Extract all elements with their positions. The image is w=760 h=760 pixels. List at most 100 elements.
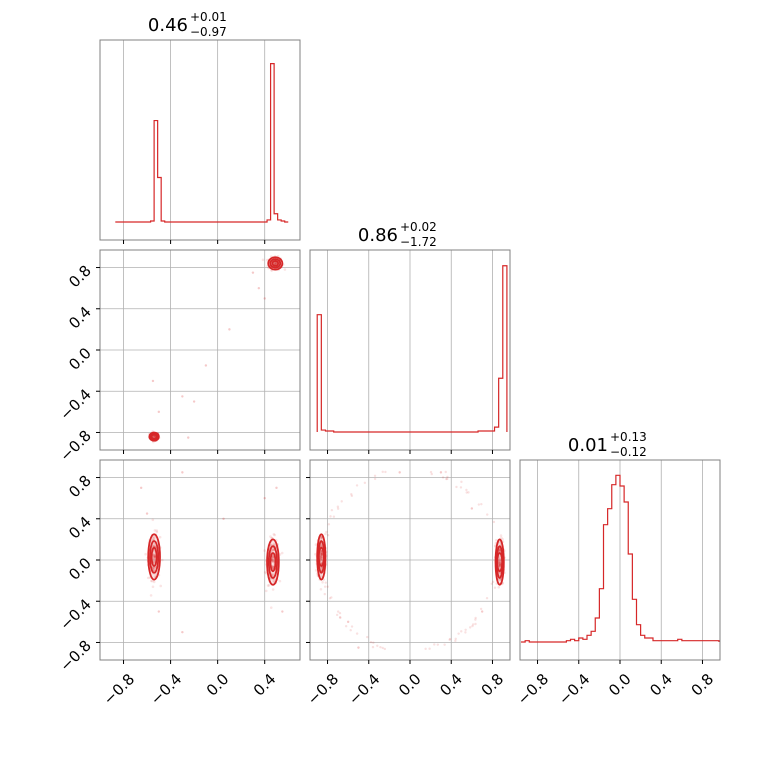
- scatter-point: [153, 544, 156, 548]
- density-contour: [496, 552, 504, 573]
- panel-1-1-data: [316, 265, 508, 433]
- scatter-point: [271, 559, 274, 562]
- scatter-point: [320, 557, 324, 560]
- scatter-point: [319, 551, 323, 554]
- scatter-point: [501, 537, 504, 541]
- x-tick-label: 0.0: [395, 670, 425, 700]
- scatter-point: [152, 544, 155, 548]
- scatter-point: [474, 616, 477, 620]
- scatter-point: [157, 610, 161, 613]
- scatter-point: [465, 488, 468, 492]
- scatter-point: [320, 566, 323, 569]
- scatter-point: [187, 436, 190, 439]
- scatter-point: [320, 537, 324, 540]
- density-contour: [148, 431, 160, 442]
- density-contour: [149, 540, 160, 574]
- scatter-point: [153, 552, 156, 555]
- scatter-point: [267, 584, 271, 587]
- scatter-point: [151, 518, 155, 522]
- scatter-point: [471, 623, 475, 626]
- scatter-point: [152, 568, 155, 572]
- panel-frame: [99, 39, 301, 241]
- density-fill: [268, 257, 283, 270]
- scatter-point: [498, 560, 502, 564]
- scatter-point: [499, 559, 502, 563]
- scatter-point: [490, 582, 493, 585]
- scatter-point: [314, 552, 317, 556]
- scatter-point: [153, 557, 156, 561]
- scatter-point: [443, 643, 446, 646]
- scatter-point: [272, 542, 276, 546]
- scatter-point: [319, 556, 323, 559]
- scatter-point: [346, 620, 350, 624]
- scatter-point: [274, 262, 277, 266]
- scatter-point: [319, 587, 323, 591]
- scatter-point: [498, 562, 502, 566]
- density-contour: [317, 546, 325, 567]
- scatter-point: [499, 564, 502, 567]
- scatter-point: [454, 637, 457, 641]
- scatter-point: [330, 596, 333, 599]
- scatter-point: [181, 395, 184, 398]
- scatter-point: [460, 630, 463, 633]
- density-contour: [271, 260, 280, 267]
- scatter-point: [265, 258, 269, 262]
- title-layer: 0.46 +0.01−0.97 0.86 +0.02−1.72 0.01 +0.13−0.…: [148, 10, 647, 459]
- scatter-point: [152, 537, 156, 540]
- scatter-point: [222, 517, 225, 520]
- panel-title-minus: −0.97: [190, 25, 227, 39]
- scatter-point: [272, 533, 276, 536]
- scatter-point: [151, 379, 155, 383]
- scatter-point: [349, 629, 352, 632]
- scatter-point: [271, 555, 275, 559]
- panel-title-minus: −0.12: [610, 445, 647, 459]
- y-tick-label: −0.4: [56, 385, 94, 423]
- scatter-point: [153, 529, 157, 532]
- scatter-point: [335, 613, 339, 617]
- scatter-point: [319, 554, 323, 558]
- scatter-point: [319, 551, 323, 554]
- scatter-point: [323, 585, 327, 588]
- x-tick-label: 0.0: [203, 670, 233, 700]
- scatter-point: [446, 475, 449, 479]
- scatter-point: [320, 552, 323, 555]
- scatter-point: [153, 535, 156, 539]
- scatter-point: [319, 553, 323, 557]
- scatter-point: [271, 557, 275, 560]
- scatter-point: [152, 566, 156, 570]
- y-tick-label: 0.0: [65, 344, 95, 374]
- scatter-point: [204, 364, 208, 367]
- scatter-point: [330, 508, 334, 512]
- scatter-point: [153, 575, 157, 578]
- scatter-point: [498, 562, 502, 565]
- scatter-point: [273, 262, 277, 265]
- scatter-point: [323, 592, 326, 596]
- scatter-point: [152, 553, 156, 557]
- scatter-point: [470, 507, 474, 510]
- y-tick-label: −0.8: [56, 427, 94, 465]
- scatter-point: [497, 561, 501, 564]
- scatter-point: [319, 556, 322, 559]
- panel-1-0-data: [147, 254, 287, 444]
- panel-title-minus: −1.72: [400, 235, 437, 249]
- scatter-point: [498, 564, 502, 568]
- scatter-point: [499, 534, 503, 537]
- scatter-point: [454, 639, 457, 643]
- density-contour: [316, 533, 327, 581]
- scatter-point: [271, 560, 274, 564]
- scatter-point: [158, 535, 162, 539]
- scatter-point: [319, 559, 323, 563]
- scatter-point: [273, 261, 277, 265]
- panel-0-0-data: [115, 63, 289, 223]
- scatter-point: [464, 628, 467, 631]
- scatter-point: [153, 556, 156, 560]
- scatter-point: [455, 485, 458, 489]
- scatter-point: [499, 562, 502, 566]
- scatter-point: [350, 493, 353, 496]
- scatter-point: [448, 638, 451, 641]
- scatter-point: [272, 579, 275, 583]
- scatter-point: [433, 643, 436, 646]
- scatter-point: [151, 585, 155, 589]
- scatter-point: [326, 585, 329, 588]
